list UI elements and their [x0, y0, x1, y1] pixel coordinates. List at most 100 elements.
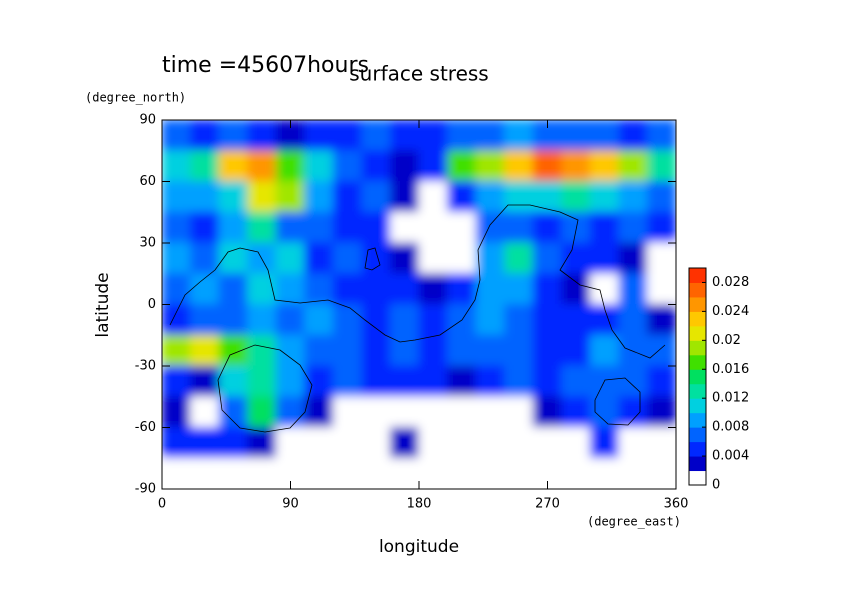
heatmap-cell — [275, 211, 306, 244]
heatmap-cell — [646, 457, 676, 489]
x-tick-label: 270 — [535, 497, 560, 512]
heatmap-cell — [618, 427, 648, 459]
heatmap-cell — [646, 242, 676, 275]
heatmap-cell — [190, 181, 220, 213]
heatmap-cell — [532, 181, 563, 213]
heatmap-cell — [475, 120, 506, 152]
heatmap-cell — [332, 273, 363, 305]
colorbar-band — [689, 311, 706, 327]
heatmap-cell — [418, 427, 449, 459]
heatmap-cell — [418, 334, 449, 367]
x-tick-label: 360 — [664, 497, 689, 512]
heatmap-cell — [561, 150, 591, 182]
heatmap-cell — [589, 457, 620, 489]
subtitle: time =45607hours — [162, 53, 369, 78]
colorbar-band — [689, 369, 706, 385]
heatmap-cell — [304, 150, 334, 182]
heatmap-cell — [561, 365, 591, 398]
heatmap-cell — [190, 242, 220, 275]
heatmap-cell — [589, 181, 620, 213]
heatmap-cell — [561, 211, 591, 244]
heatmap-cell — [418, 181, 449, 213]
heatmap-cell — [304, 396, 334, 428]
heatmap-cell — [389, 273, 420, 305]
heatmap-cell — [304, 334, 334, 367]
heatmap-cell — [447, 181, 477, 213]
heatmap-cell — [475, 427, 506, 459]
heatmap-cell — [218, 181, 249, 213]
heatmap-cell — [532, 273, 563, 305]
x-tick-label: 90 — [282, 497, 299, 512]
heatmap-cell — [218, 427, 249, 459]
heatmap-cell — [332, 427, 363, 459]
heatmap-cell — [447, 242, 477, 275]
heatmap-cell — [247, 120, 277, 152]
heatmap-cell — [561, 396, 591, 428]
heatmap-cell — [162, 181, 192, 213]
colorbar-tick-label: 0.004 — [712, 449, 749, 464]
heatmap — [162, 120, 676, 489]
heatmap-cell — [618, 211, 648, 244]
heatmap-cell — [646, 150, 676, 182]
heatmap-cell — [218, 273, 249, 305]
heatmap-cell — [332, 120, 363, 152]
heatmap-cell — [618, 273, 648, 305]
heatmap-cell — [361, 211, 391, 244]
heatmap-cell — [190, 427, 220, 459]
heatmap-cell — [218, 304, 249, 336]
heatmap-cell — [532, 211, 563, 244]
y-tick-label: 0 — [148, 297, 156, 312]
heatmap-cell — [561, 242, 591, 275]
heatmap-cell — [475, 211, 506, 244]
heatmap-cell — [532, 365, 563, 398]
heatmap-cell — [247, 457, 277, 489]
heatmap-cell — [162, 120, 192, 152]
heatmap-cell — [504, 396, 534, 428]
heatmap-cell — [247, 181, 277, 213]
heatmap-cell — [304, 242, 334, 275]
heatmap-cell — [389, 150, 420, 182]
heatmap-cell — [304, 273, 334, 305]
heatmap-cell — [162, 427, 192, 459]
heatmap-cell — [589, 334, 620, 367]
heatmap-cell — [304, 304, 334, 336]
heatmap-cell — [561, 334, 591, 367]
heatmap-cell — [332, 457, 363, 489]
heatmap-cell — [532, 150, 563, 182]
heatmap-cell — [504, 365, 534, 398]
heatmap-cell — [275, 150, 306, 182]
heatmap-cell — [646, 273, 676, 305]
heatmap-cell — [332, 242, 363, 275]
heatmap-cell — [504, 427, 534, 459]
heatmap-cell — [646, 427, 676, 459]
heatmap-cell — [418, 304, 449, 336]
heatmap-cell — [275, 304, 306, 336]
heatmap-cell — [332, 334, 363, 367]
heatmap-cell — [361, 150, 391, 182]
heatmap-cell — [475, 150, 506, 182]
heatmap-cell — [475, 304, 506, 336]
heatmap-cell — [275, 181, 306, 213]
heatmap-cell — [304, 427, 334, 459]
y-tick-label: -60 — [135, 420, 156, 435]
heatmap-cell — [389, 427, 420, 459]
heatmap-cell — [247, 150, 277, 182]
heatmap-cell — [618, 365, 648, 398]
heatmap-cell — [504, 120, 534, 152]
heatmap-cell — [162, 273, 192, 305]
y-tick-label: 90 — [139, 113, 156, 128]
colorbar-band — [689, 470, 706, 486]
heatmap-cell — [475, 334, 506, 367]
heatmap-cell — [532, 242, 563, 275]
heatmap-cell — [646, 120, 676, 152]
heatmap-cell — [247, 396, 277, 428]
heatmap-cell — [646, 365, 676, 398]
heatmap-cell — [589, 211, 620, 244]
heatmap-cell — [218, 457, 249, 489]
heatmap-cell — [447, 427, 477, 459]
heatmap-cell — [247, 365, 277, 398]
heatmap-cell — [504, 242, 534, 275]
heatmap-cell — [162, 242, 192, 275]
heatmap-cell — [646, 211, 676, 244]
heatmap-cell — [361, 120, 391, 152]
